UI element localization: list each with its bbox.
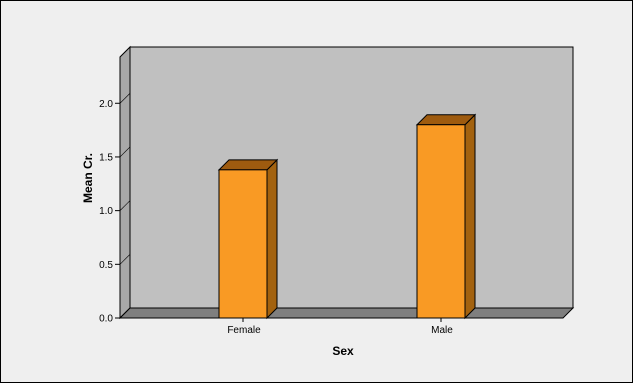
- bar-female: [217, 158, 279, 320]
- y-tick-depth: [119, 200, 131, 211]
- y-tick-label: 2.0: [99, 99, 113, 110]
- y-tick-depth: [119, 146, 131, 158]
- y-tick-depth: [119, 254, 131, 265]
- bar-front: [416, 124, 466, 319]
- bar-side: [464, 113, 476, 320]
- y-axis-title: Mean Cr.: [81, 153, 95, 203]
- y-tick-label: 1.0: [99, 206, 113, 217]
- bar-male: [415, 113, 477, 320]
- y-tick-depth: [119, 307, 131, 319]
- bar-top: [217, 159, 279, 171]
- side-wall: [119, 45, 131, 320]
- x-axis: Female Male: [227, 318, 453, 336]
- bar-front: [218, 169, 268, 319]
- back-wall: [129, 46, 574, 309]
- bar-side: [266, 158, 278, 320]
- x-tick-label: Male: [431, 325, 453, 336]
- bars: [217, 113, 477, 320]
- y-axis: 0.0 0.5 1.0 1.5 2.0: [99, 93, 131, 325]
- x-axis-title: Sex: [332, 344, 354, 358]
- x-tick-label: Female: [227, 325, 261, 336]
- y-tick-label: 1.5: [99, 152, 113, 163]
- bar-top: [415, 114, 477, 126]
- chart-walls: [118, 45, 575, 320]
- y-tick-label: 0.5: [99, 260, 113, 271]
- floor: [118, 307, 575, 319]
- y-tick-depth: [119, 93, 131, 104]
- y-tick-label: 0.0: [99, 314, 113, 325]
